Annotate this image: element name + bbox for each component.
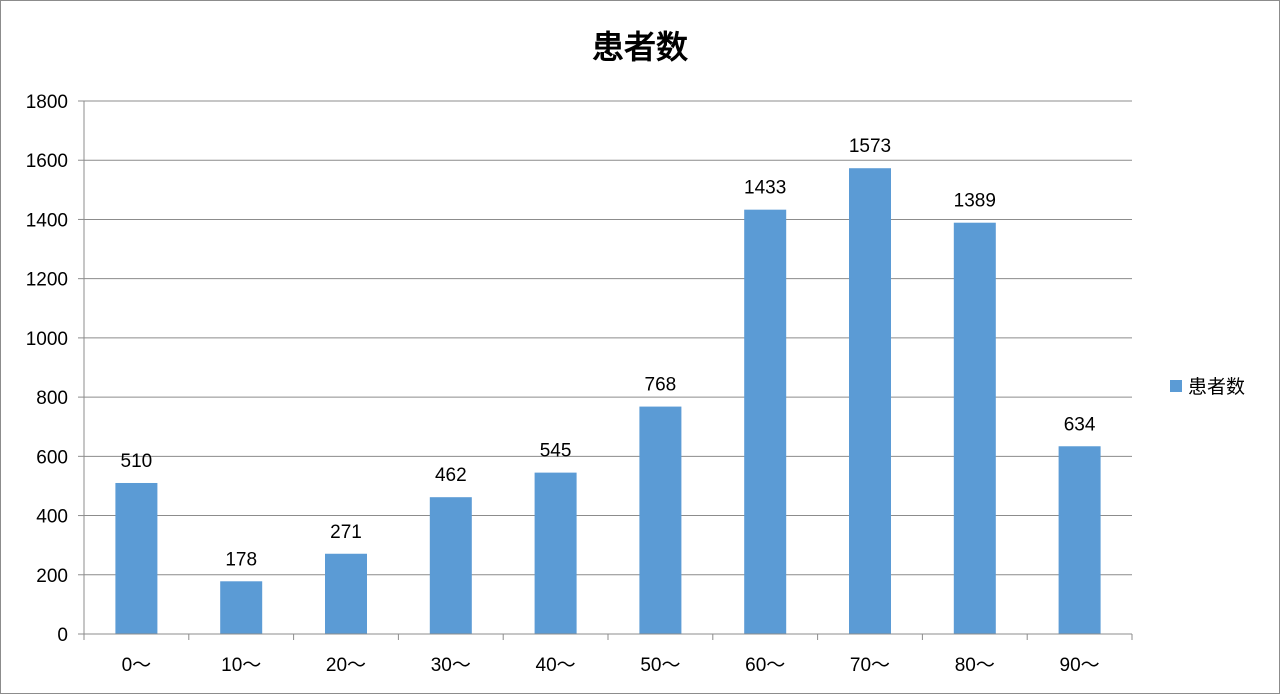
data-label: 462	[435, 465, 467, 486]
y-tick-label: 600	[36, 447, 68, 468]
y-tick-label: 1800	[26, 92, 68, 113]
y-tick-label: 1200	[26, 270, 68, 291]
x-tick-label: 50～	[640, 655, 680, 676]
legend-label: 患者数	[1188, 376, 1246, 398]
legend: 患者数	[1170, 372, 1245, 399]
bar	[1058, 446, 1101, 634]
y-tick-label: 1000	[26, 329, 68, 350]
y-tick-label: 0	[57, 625, 68, 646]
chart-title: 患者数	[591, 28, 688, 66]
y-tick-label: 200	[36, 566, 68, 587]
data-label: 1433	[744, 178, 786, 199]
bar-group	[115, 168, 1101, 634]
y-tick-label: 800	[36, 388, 68, 409]
data-label: 271	[330, 522, 362, 543]
data-label: 634	[1064, 414, 1096, 435]
data-label: 510	[121, 451, 153, 472]
y-tick-label: 1600	[26, 151, 68, 172]
x-tick-label: 40～	[536, 655, 576, 676]
bar	[325, 553, 367, 634]
bar	[534, 472, 577, 634]
data-label: 545	[540, 441, 572, 462]
x-tick-label: 10～	[221, 655, 261, 676]
x-tick-label: 90～	[1060, 655, 1100, 676]
y-tick-label: 1400	[26, 210, 68, 231]
y-tick-label: 400	[36, 507, 68, 528]
x-tick-label: 30～	[431, 655, 471, 676]
labels: 0 200 400 600 800 1000 1200 1400 1600 1800 510 0～ 17…	[26, 92, 1100, 676]
bar	[744, 209, 787, 634]
x-tick-label: 0～	[122, 655, 152, 676]
data-label: 768	[645, 375, 677, 396]
axes	[78, 100, 1133, 640]
bar	[115, 482, 158, 634]
data-label: 178	[225, 549, 257, 570]
x-tick-label: 80～	[955, 655, 995, 676]
data-label: 1573	[849, 136, 891, 157]
bar	[849, 168, 891, 634]
legend-swatch	[1170, 379, 1182, 392]
x-tick-label: 60～	[745, 655, 785, 676]
bar	[429, 497, 472, 634]
bar	[953, 222, 996, 634]
data-label: 1389	[954, 191, 996, 212]
x-tick-label: 20～	[326, 655, 366, 676]
x-tick-label: 70～	[850, 655, 890, 676]
bar	[220, 581, 263, 634]
bar	[639, 406, 682, 634]
